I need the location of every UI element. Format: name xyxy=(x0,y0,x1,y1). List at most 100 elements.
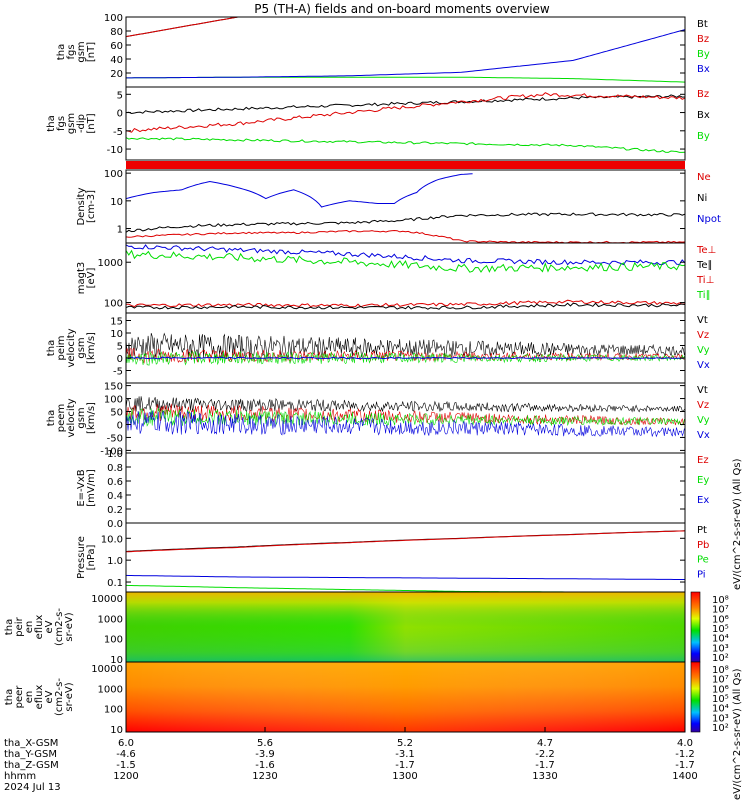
x-axis-value: -1.7 xyxy=(395,760,415,771)
y-axis-label: eV xyxy=(44,690,55,703)
y-tick-label: 50 xyxy=(110,408,123,419)
legend-item: Pt xyxy=(697,525,707,536)
x-axis-value: 1200 xyxy=(113,771,138,782)
separator-bar xyxy=(126,161,685,169)
x-axis-value: -1.5 xyxy=(116,760,136,771)
legend-item: Vt xyxy=(697,315,708,326)
colorbar-tick-label: 10⁶ xyxy=(712,614,729,625)
legend-item: Pb xyxy=(697,540,709,551)
y-axis-label: en xyxy=(24,691,35,704)
series-Vx xyxy=(125,410,685,438)
y-tick-label: 5 xyxy=(117,342,123,353)
series-By xyxy=(126,76,686,83)
y-axis-label: [nT] xyxy=(86,113,97,133)
panel-3: 1 10 100 Density [cm-3] Ne Ni Npot xyxy=(76,169,721,244)
electron-spectrogram xyxy=(125,661,686,733)
x-axis-row-name: 2024 Jul 13 xyxy=(4,782,61,793)
y-tick-label: 0.6 xyxy=(107,477,123,488)
colorbar-tick-label: 10³ xyxy=(712,643,729,654)
x-axis-value: -2.2 xyxy=(535,749,555,760)
x-axis-value: -1.7 xyxy=(675,760,695,771)
y-tick-label: 40 xyxy=(110,55,123,66)
y-tick-label: 1000 xyxy=(98,258,123,269)
legend-item: Vx xyxy=(697,430,710,441)
legend-item: Vx xyxy=(697,360,710,371)
x-axis-row-name: tha_Y-GSM xyxy=(4,749,57,760)
y-tick-label: 10.0 xyxy=(101,534,123,545)
colorbar-tick-labels: 10⁸10⁷10⁶10⁵10⁴10³10²10⁸10⁷10⁶10⁵10⁴10³1… xyxy=(712,595,729,734)
y-axis-label: [km/s] xyxy=(86,332,97,364)
series-Vt xyxy=(125,396,685,413)
y-axis-label: [mV/m] xyxy=(86,469,97,507)
x-axis-value: 4.7 xyxy=(537,738,553,749)
y-tick-label: 10000 xyxy=(91,664,123,675)
series-Te⊥ xyxy=(126,299,686,308)
colorbar-tick-label: 10⁵ xyxy=(712,624,729,635)
colorbar-tick-label: 10⁷ xyxy=(712,605,729,616)
x-axis-value: 5.6 xyxy=(257,738,273,749)
series-Npot xyxy=(125,173,473,208)
y-tick-label: 0.0 xyxy=(107,519,123,530)
y-axis-label: [km/s] xyxy=(86,402,97,434)
colorbar-tick-label: 10⁸ xyxy=(712,595,729,606)
y-axis-label: (cm2-s- xyxy=(54,678,65,716)
y-axis-label: [eV] xyxy=(86,268,97,289)
legend-item: Bz xyxy=(697,89,709,100)
y-tick-label: 10 xyxy=(110,725,123,736)
panel-2 xyxy=(126,161,685,169)
y-axis-label: eV xyxy=(44,620,55,633)
x-axis-value: 1330 xyxy=(532,771,557,782)
y-tick-label: 10 xyxy=(110,329,123,340)
y-tick-label: -10 xyxy=(107,145,123,156)
y-axis-label: E=-VxB xyxy=(76,469,87,506)
y-tick-label: 100 xyxy=(104,395,123,406)
y-axis-label: peem xyxy=(56,404,67,432)
y-tick-label: 0 xyxy=(117,354,123,365)
series-Bx xyxy=(125,94,686,115)
legend-item: Vy xyxy=(697,345,710,356)
series-Vt xyxy=(125,332,685,359)
legend-item: Vz xyxy=(697,330,709,341)
x-axis-value: 1400 xyxy=(672,771,697,782)
legend-item: Ni xyxy=(697,193,707,204)
panel-8: 0.1 1.0 10.0 Pressure [nPa] Pt Pb Pe Pi xyxy=(76,522,709,593)
legend-item: Ti∥ xyxy=(696,290,711,301)
y-axis-label: -dip xyxy=(76,114,87,133)
y-axis-label: peim xyxy=(56,335,67,360)
colorbar-upper xyxy=(690,591,701,663)
series-Bz xyxy=(125,16,350,38)
y-tick-label: 0.8 xyxy=(107,463,123,474)
legend-item: Ti⊥ xyxy=(696,275,714,286)
series-Bt xyxy=(125,16,350,38)
panel-1: -10 -5 0 5 tha fgs gsm -dip [nT] Bz Bx By xyxy=(46,86,710,161)
panel-4: 100 1000 magt3 [eV] Te⊥ Te∥ Ti⊥ Ti∥ xyxy=(76,242,716,314)
legend-item: By xyxy=(697,131,710,142)
y-tick-label: 100 xyxy=(104,705,123,716)
panel-frame xyxy=(125,16,686,88)
y-tick-label: -50 xyxy=(107,433,123,444)
y-tick-label: 10 xyxy=(110,655,123,666)
y-tick-label: 150 xyxy=(104,382,123,393)
y-tick-label: 0.4 xyxy=(107,491,123,502)
y-tick-label: 15 xyxy=(110,317,123,328)
x-axis-row-name: tha_Z-GSM xyxy=(4,760,59,771)
y-tick-label: 60 xyxy=(110,41,123,52)
y-tick-label: 0.1 xyxy=(107,578,123,589)
colorbar-tick-label: 10² xyxy=(712,723,729,734)
y-tick-label: 1000 xyxy=(98,684,123,695)
series-Pe xyxy=(125,584,685,593)
x-axis-value: -3.9 xyxy=(255,749,275,760)
electron-spectrogram-overlay xyxy=(126,662,685,732)
legend-item: Ey xyxy=(697,475,709,486)
legend-item: Bx xyxy=(697,110,710,121)
x-axis-value: -4.6 xyxy=(116,749,136,760)
series-Ti⊥ xyxy=(125,244,686,266)
spectrogram-axis: 10 100 1000 10000 tha peer en eflux eV (cm2-s-sr-… xyxy=(4,664,131,736)
legend-item: Ez xyxy=(697,455,709,466)
colorbar-tick-label: 10³ xyxy=(712,713,729,724)
y-axis-label: peir xyxy=(14,616,25,636)
x-axis-row-name: tha_X-GSM xyxy=(4,738,58,749)
panel-6: -100 -50 050 100 150 tha peem velocity gsm [km/s]… xyxy=(46,382,710,458)
colorbar-tick-label: 10⁶ xyxy=(712,684,729,695)
